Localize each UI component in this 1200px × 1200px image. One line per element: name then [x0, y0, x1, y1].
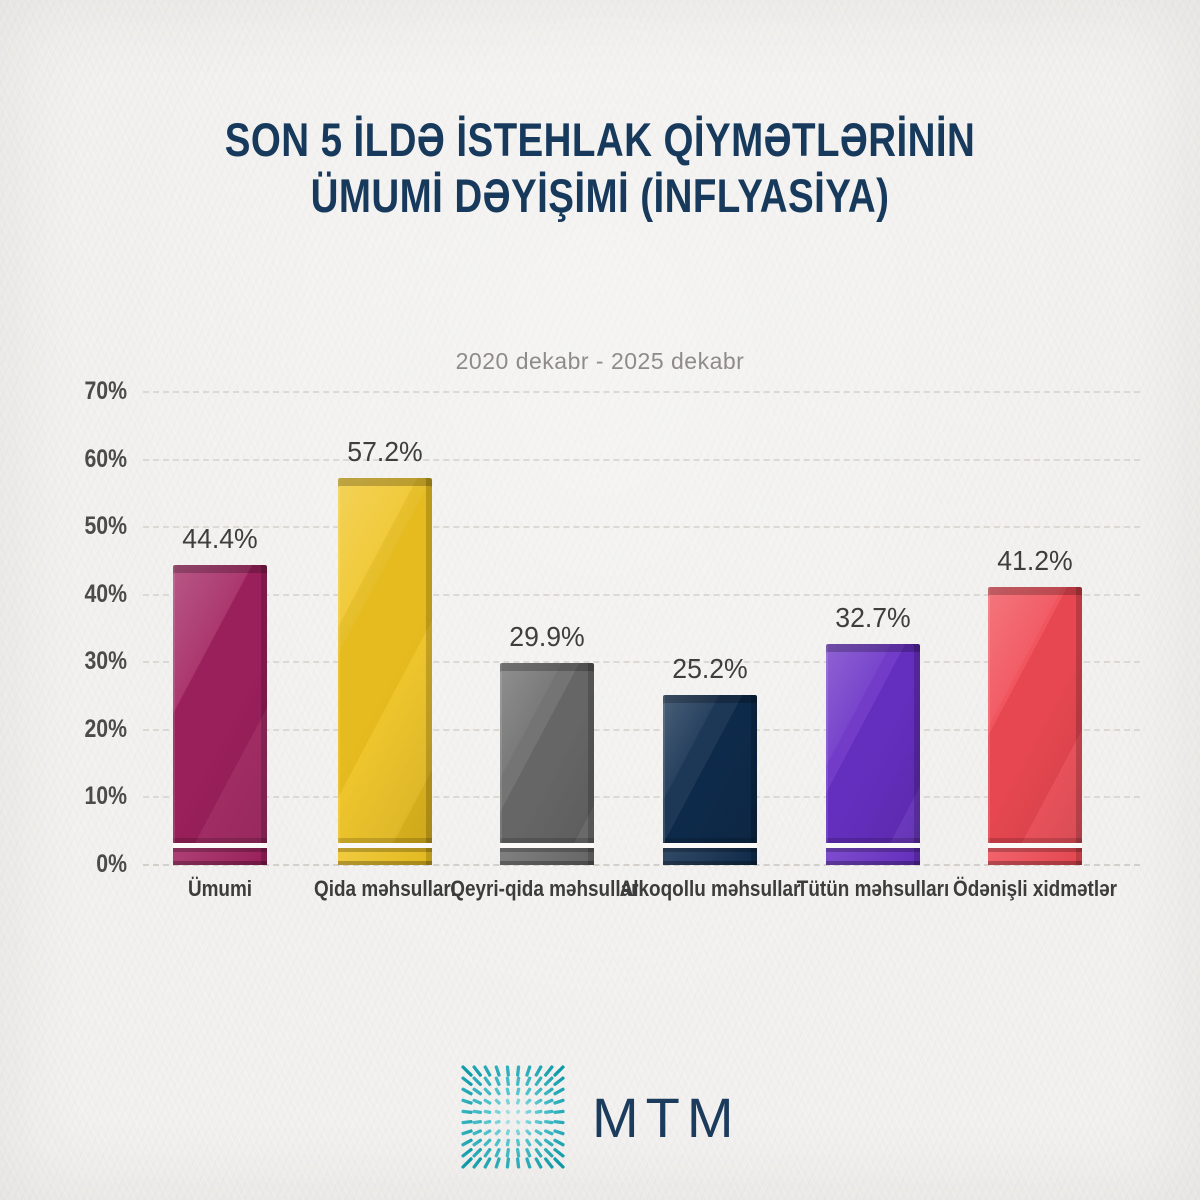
bar-value-label: 44.4%: [182, 522, 258, 554]
bar-base-slab: [826, 848, 920, 865]
bar-base-slab: [173, 848, 267, 865]
bar-category-label: Ödənişli xidmətlər: [952, 876, 1118, 901]
y-axis-tick-label: 70%: [84, 377, 127, 405]
bar-value-label: 29.9%: [509, 620, 585, 652]
starburst-grid-icon: [461, 1065, 565, 1169]
page-title: SON 5 İLDƏ İSTEHLAK QİYMƏTLƏRİNİN ÜMUMİ …: [0, 112, 1200, 224]
y-axis-tick-label: 40%: [84, 579, 127, 608]
bar-column-5: [826, 644, 920, 843]
y-axis-tick-label: 60%: [84, 444, 127, 473]
bar-gap: [663, 843, 757, 848]
gridline: [143, 458, 1140, 461]
y-axis-tick-label: 10%: [84, 782, 127, 811]
bar-column-1: [173, 564, 267, 843]
bar-category-label: Ümumi: [187, 876, 253, 901]
bar-value-label: 57.2%: [347, 436, 423, 468]
gridline: [143, 796, 1140, 799]
y-axis-tick-label: 20%: [84, 714, 127, 743]
bar-value-label: 32.7%: [835, 602, 911, 634]
bar-base-slab: [338, 848, 432, 865]
gridline: [143, 526, 1140, 529]
bar-category-label: Tütün məhsulları: [796, 876, 950, 901]
bar-value-label: 41.2%: [997, 544, 1073, 576]
bar-base-slab: [500, 848, 594, 865]
gridline: [143, 864, 1140, 866]
gridline: [143, 391, 1140, 393]
y-axis-tick-label: 30%: [84, 647, 127, 676]
bar-column-6: [988, 586, 1082, 843]
brand-name: MTM: [592, 1085, 741, 1149]
bar-gap: [338, 843, 432, 848]
y-axis-tick-label: 50%: [84, 512, 127, 541]
bar-gap: [500, 843, 594, 848]
page-title-line-2: ÜMUMİ DƏYİŞİMİ (İNFLYASİYA): [310, 169, 890, 222]
bar-category-label: Alkoqollu məhsullar: [619, 876, 801, 901]
gridline: [143, 593, 1140, 596]
bar-column-4: [663, 694, 757, 843]
gridline: [143, 728, 1140, 731]
gridline: [143, 661, 1140, 664]
bar-column-2: [338, 478, 432, 843]
bar-category-label: Qeyri-qida məhsulları: [450, 876, 644, 901]
bar-gap: [988, 843, 1082, 848]
bar-category-label: Qida məhsulları: [314, 876, 456, 901]
bar-gap: [173, 843, 267, 848]
bar-column-3: [500, 662, 594, 843]
bar-base-slab: [663, 848, 757, 865]
bar-base-slab: [988, 848, 1082, 865]
page-title-line-1: SON 5 İLDƏ İSTEHLAK QİYMƏTLƏRİNİN: [224, 113, 976, 166]
y-axis-tick-label: 0%: [96, 850, 127, 878]
chart-subtitle: 2020 dekabr - 2025 dekabr: [455, 348, 745, 374]
brand-logo: MTM: [460, 1064, 741, 1170]
bar-value-label: 25.2%: [672, 652, 748, 684]
bar-gap: [826, 843, 920, 848]
